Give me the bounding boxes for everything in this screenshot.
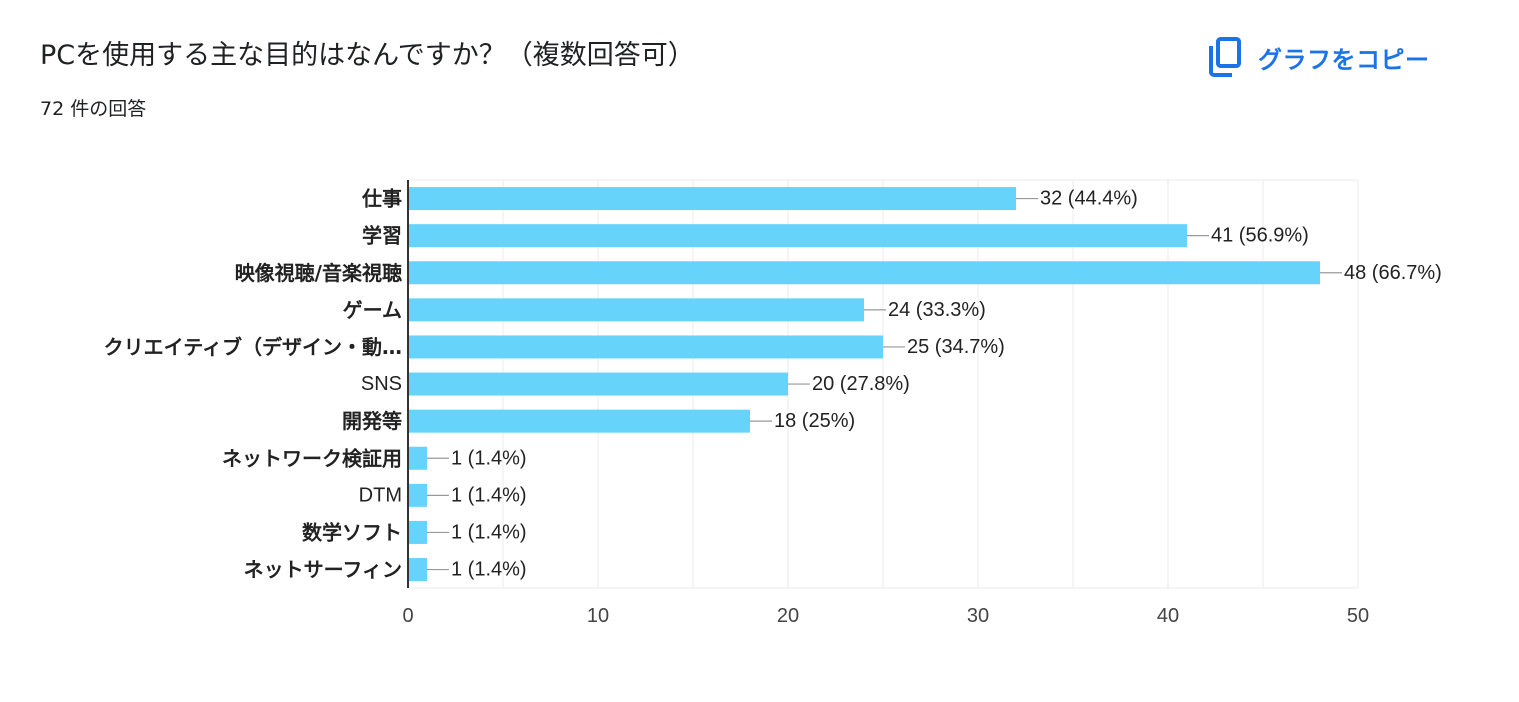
- bar: [408, 261, 1320, 285]
- x-tick-label: 50: [1347, 605, 1369, 627]
- category-label: SNS: [361, 373, 402, 395]
- data-label: 1 (1.4%): [451, 447, 527, 469]
- question-title: PCを使用する主な目的はなんですか？（複数回答可）: [40, 40, 695, 71]
- bar: [408, 483, 427, 507]
- data-label: 41 (56.9%): [1211, 225, 1309, 247]
- x-tick-label: 0: [402, 605, 413, 627]
- x-tick-label: 10: [587, 605, 609, 627]
- data-label: 1 (1.4%): [451, 484, 527, 506]
- data-label: 1 (1.4%): [451, 559, 527, 581]
- copy-chart-label: グラフをコピー: [1258, 45, 1430, 74]
- data-label: 24 (33.3%): [888, 299, 986, 321]
- category-label: ネットサーフィン: [244, 558, 402, 582]
- data-label: 48 (66.7%): [1344, 262, 1442, 284]
- x-tick-label: 30: [967, 605, 989, 627]
- bars: [408, 187, 1320, 582]
- data-label: 20 (27.8%): [812, 373, 910, 395]
- bar: [408, 446, 427, 470]
- data-label: 18 (25%): [774, 410, 855, 432]
- bar: [408, 224, 1187, 248]
- category-label: 数学ソフト: [302, 520, 402, 544]
- copy-chart-button[interactable]: グラフをコピー: [1208, 32, 1430, 82]
- copy-icon: [1208, 36, 1242, 78]
- data-label: 25 (34.7%): [907, 336, 1005, 358]
- bar: [408, 409, 750, 433]
- data-label: 32 (44.4%): [1040, 188, 1138, 210]
- category-label: 仕事: [361, 187, 402, 211]
- bar: [408, 558, 427, 582]
- chart-header: PCを使用する主な目的はなんですか？（複数回答可） 72 件の回答: [40, 36, 1190, 122]
- bar: [408, 187, 1016, 211]
- x-axis-tick-labels: 0 10 20 30 40 50: [402, 605, 1369, 627]
- bar: [408, 372, 788, 396]
- bar: [408, 520, 427, 544]
- bar: [408, 335, 883, 359]
- category-label: 学習: [362, 224, 402, 248]
- data-label: 1 (1.4%): [451, 521, 527, 543]
- x-tick-label: 20: [777, 605, 799, 627]
- category-label: ゲーム: [343, 298, 402, 322]
- x-tick-label: 40: [1157, 605, 1179, 627]
- category-label: ネットワーク検証用: [222, 446, 402, 470]
- data-labels: 32 (44.4%) 41 (56.9%) 48 (66.7%) 24 (33.3%)…: [427, 188, 1442, 581]
- category-label: クリエイティブ（デザイン・動…: [104, 335, 402, 359]
- category-label: DTM: [359, 484, 402, 506]
- response-count: 72 件の回答: [40, 98, 147, 120]
- category-label: 開発等: [342, 409, 402, 433]
- bar: [408, 298, 864, 322]
- category-label: 映像視聴/音楽視聴: [235, 261, 402, 285]
